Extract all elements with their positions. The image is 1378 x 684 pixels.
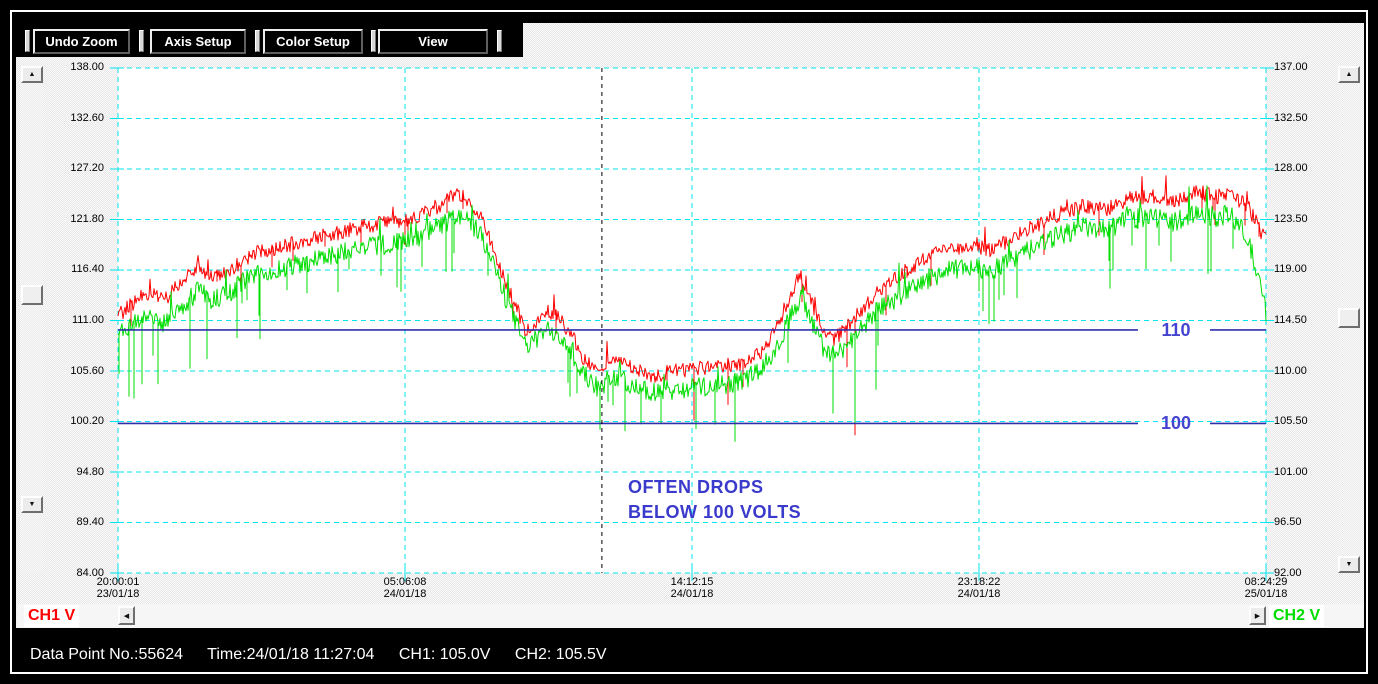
undo-zoom-button[interactable]: Undo Zoom	[33, 29, 130, 54]
channel-strip	[17, 604, 1363, 628]
left-arrow-icon: ◀	[123, 612, 130, 620]
right-axis-tick: 132.50	[1274, 111, 1308, 124]
status-bar: Data Point No.:55624 Time:24/01/18 11:27…	[30, 646, 627, 664]
right-axis-tick: 137.00	[1274, 61, 1308, 73]
status-ch1-value: CH1: 105.0V	[398, 646, 491, 663]
reference-line-label: 100	[1161, 413, 1191, 433]
left-axis-tick: 132.60	[70, 111, 104, 124]
color-setup-button[interactable]: Color Setup	[263, 29, 363, 54]
left-axis-tick: 138.00	[70, 61, 104, 73]
reference-line-label: 110	[1161, 320, 1190, 340]
right-axis-labels: 137.00 132.50 128.00 123.50 119.00 114.50 110.…	[1274, 62, 1338, 579]
scroll-down-button[interactable]: ▼	[1338, 556, 1360, 573]
status-ch2-value: CH2: 105.5V	[514, 646, 607, 663]
down-arrow-icon: ▼	[1345, 561, 1353, 568]
right-axis-tick: 110.00	[1274, 364, 1307, 377]
left-axis-labels: 138.00 132.60 127.20 121.80 116.40 111.00 105.…	[40, 62, 104, 579]
left-axis-tick: 116.40	[71, 263, 104, 276]
left-axis-tick: 111.00	[71, 313, 104, 326]
right-axis-tick: 101.00	[1274, 465, 1308, 478]
toolbar-separator	[371, 30, 376, 52]
left-axis-tick: 127.20	[70, 162, 104, 175]
status-datapoint: Data Point No.:55624	[30, 646, 183, 663]
right-axis-tick: 114.50	[1274, 313, 1307, 326]
ch1-label: CH1 V	[24, 605, 80, 627]
scroll-thumb[interactable]	[21, 285, 43, 305]
right-arrow-icon: ▶	[1254, 612, 1261, 620]
toolbar-edge	[25, 30, 30, 52]
scroll-up-button[interactable]: ▲	[1338, 66, 1360, 83]
left-axis-tick: 84.00	[76, 566, 104, 579]
toolbar-separator	[139, 30, 144, 52]
status-time: Time:24/01/18 11:27:04	[207, 646, 375, 663]
right-axis-scrollbar[interactable]: ▲ ▼	[1338, 66, 1360, 573]
x-axis-labels: 20:00:01 23/01/18 05:06:08 24/01/18 14:12:…	[96, 576, 1288, 600]
up-arrow-icon: ▲	[28, 71, 36, 78]
left-axis-tick: 94.80	[76, 465, 104, 478]
right-axis-tick: 105.50	[1274, 415, 1308, 428]
ch2-label: CH2 V	[1269, 605, 1325, 627]
ch2-curve	[117, 185, 1267, 442]
toolbar-separator	[497, 30, 502, 52]
chart-annotation: OFTEN DROPS	[628, 477, 764, 497]
down-arrow-icon: ▼	[28, 501, 36, 508]
left-axis-tick: 89.40	[76, 516, 104, 529]
chart-annotation: BELOW 100 VOLTS	[628, 502, 801, 522]
left-axis-scrollbar[interactable]: ▲ ▼	[21, 66, 43, 573]
scroll-up-button[interactable]: ▲	[21, 66, 43, 83]
scroll-right-button[interactable]: ▶	[1249, 606, 1266, 625]
right-axis-tick: 119.00	[1274, 263, 1307, 276]
up-arrow-icon: ▲	[1345, 71, 1353, 78]
left-axis-tick: 100.20	[70, 415, 104, 428]
left-axis-tick: 105.60	[70, 364, 104, 377]
toolbar-separator	[255, 30, 260, 52]
right-axis-tick: 96.50	[1274, 516, 1302, 529]
scroll-thumb[interactable]	[1338, 308, 1360, 328]
view-button[interactable]: View	[378, 29, 488, 54]
right-axis-tick: 123.50	[1274, 212, 1308, 225]
axis-setup-button[interactable]: Axis Setup	[150, 29, 246, 54]
scroll-down-button[interactable]: ▼	[21, 496, 43, 513]
left-axis-tick: 121.80	[70, 212, 104, 225]
right-axis-tick: 128.00	[1274, 162, 1308, 175]
scroll-left-button[interactable]: ◀	[118, 606, 135, 625]
chart-plot-area[interactable]: 110 100 OFTEN DROPS BELOW 100 VOLTS	[110, 60, 1274, 581]
right-axis-tick: 92.00	[1274, 566, 1302, 579]
